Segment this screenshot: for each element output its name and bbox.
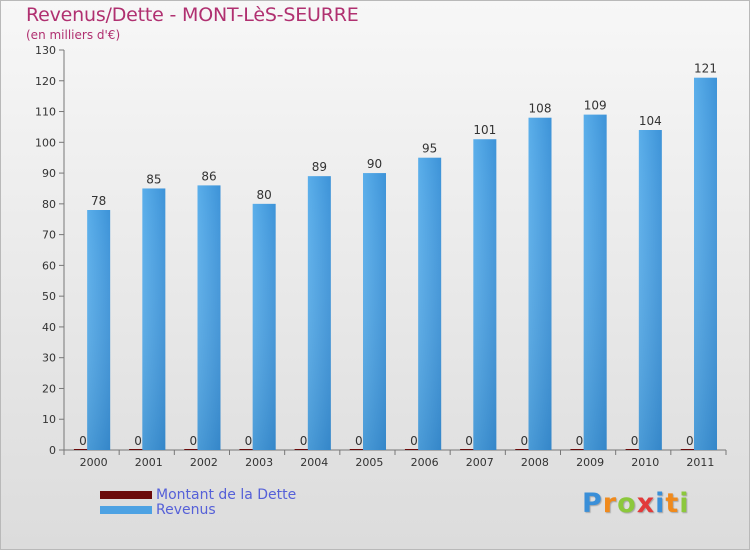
bar-dette <box>680 449 699 450</box>
legend-item-dette: Montant de la Dette <box>100 486 297 503</box>
legend-swatch-dette <box>100 490 152 499</box>
y-tick-label: 60 <box>42 259 56 272</box>
data-label-revenus: 80 <box>257 188 272 202</box>
legend-label-revenus: Revenus <box>156 501 216 518</box>
logo-letter: i <box>679 488 690 519</box>
bar-dette <box>460 449 479 450</box>
x-tick-label: 2008 <box>521 456 549 469</box>
logo-letter: r <box>602 488 618 519</box>
bar-dette <box>404 449 423 450</box>
y-tick-label: 70 <box>42 229 56 242</box>
y-tick-label: 20 <box>42 382 56 395</box>
bar-revenus-shade <box>87 210 111 450</box>
data-label-revenus: 121 <box>694 62 717 76</box>
data-label-revenus: 95 <box>422 142 437 156</box>
y-tick-label: 130 <box>35 44 56 57</box>
x-tick-label: 2001 <box>135 456 163 469</box>
chart-title: Revenus/Dette - MONT-LèS-SEURRE <box>26 4 359 26</box>
x-tick-label: 2005 <box>355 456 383 469</box>
y-tick-label: 40 <box>42 321 56 334</box>
y-tick-label: 30 <box>42 352 56 365</box>
bar-revenus-shade <box>142 188 166 450</box>
y-tick-label: 10 <box>42 413 56 426</box>
bar-revenus-shade <box>528 117 552 450</box>
bar-revenus-shade <box>307 176 331 450</box>
y-tick-label: 110 <box>35 106 56 119</box>
bar-dette <box>239 449 258 450</box>
data-label-dette: 0 <box>465 434 473 448</box>
bar-revenus-shade <box>418 157 442 450</box>
y-tick-label: 100 <box>35 136 56 149</box>
y-tick-label: 0 <box>49 444 56 457</box>
logo-letter: t <box>665 488 680 519</box>
data-label-dette: 0 <box>355 434 363 448</box>
x-tick-label: 2003 <box>245 456 273 469</box>
bar-dette <box>625 449 644 450</box>
y-tick-label: 120 <box>35 75 56 88</box>
data-label-revenus: 78 <box>91 194 106 208</box>
data-label-dette: 0 <box>300 434 308 448</box>
bar-dette <box>184 449 203 450</box>
data-label-revenus: 85 <box>146 172 161 186</box>
data-label-revenus: 90 <box>367 157 382 171</box>
bar-revenus-shade <box>363 173 387 451</box>
x-tick-label: 2006 <box>411 456 439 469</box>
data-label-dette: 0 <box>686 434 694 448</box>
bar-dette <box>129 449 148 450</box>
x-tick-label: 2002 <box>190 456 218 469</box>
data-label-dette: 0 <box>134 434 142 448</box>
bar-dette <box>349 449 368 450</box>
data-label-dette: 0 <box>410 434 418 448</box>
bar-revenus-shade <box>583 114 607 450</box>
data-label-dette: 0 <box>576 434 584 448</box>
x-tick-label: 2007 <box>466 456 494 469</box>
data-label-revenus: 108 <box>529 102 552 116</box>
x-tick-label: 2004 <box>300 456 328 469</box>
logo-letter: x <box>636 488 656 519</box>
bar-dette <box>570 449 589 450</box>
x-tick-label: 2009 <box>576 456 604 469</box>
legend-swatch-revenus <box>100 505 152 514</box>
logo-letter: i <box>655 488 666 519</box>
y-tick-label: 90 <box>42 167 56 180</box>
data-label-revenus: 89 <box>312 160 327 174</box>
proxiti-logo: Proxiti <box>582 488 690 519</box>
data-label-dette: 0 <box>79 434 87 448</box>
bar-revenus-shade <box>473 139 497 450</box>
bar-dette <box>515 449 534 450</box>
data-label-revenus: 109 <box>584 99 607 113</box>
chart-subtitle: (en milliers d'€) <box>26 28 121 42</box>
legend-label-dette: Montant de la Dette <box>156 486 297 503</box>
x-tick-label: 2011 <box>686 456 714 469</box>
bar-revenus-shade <box>252 203 276 450</box>
bar-revenus-shade <box>694 77 718 450</box>
data-label-revenus: 86 <box>201 169 216 183</box>
x-tick-label: 2010 <box>631 456 659 469</box>
data-label-dette: 0 <box>520 434 528 448</box>
legend-item-revenus: Revenus <box>100 501 296 518</box>
data-label-dette: 0 <box>189 434 197 448</box>
bar-revenus-shade <box>638 130 662 450</box>
data-label-revenus: 101 <box>473 123 496 137</box>
logo-letter: o <box>617 488 637 519</box>
bar-dette <box>294 449 313 450</box>
data-label-revenus: 104 <box>639 114 662 128</box>
logo-letter: P <box>582 488 603 519</box>
data-label-dette: 0 <box>631 434 639 448</box>
bar-revenus-shade <box>197 185 221 450</box>
y-tick-label: 50 <box>42 290 56 303</box>
bar-dette <box>73 449 92 450</box>
data-label-dette: 0 <box>245 434 253 448</box>
x-tick-label: 2000 <box>80 456 108 469</box>
y-tick-label: 80 <box>42 198 56 211</box>
legend: Montant de la Dette Revenus <box>100 486 297 518</box>
